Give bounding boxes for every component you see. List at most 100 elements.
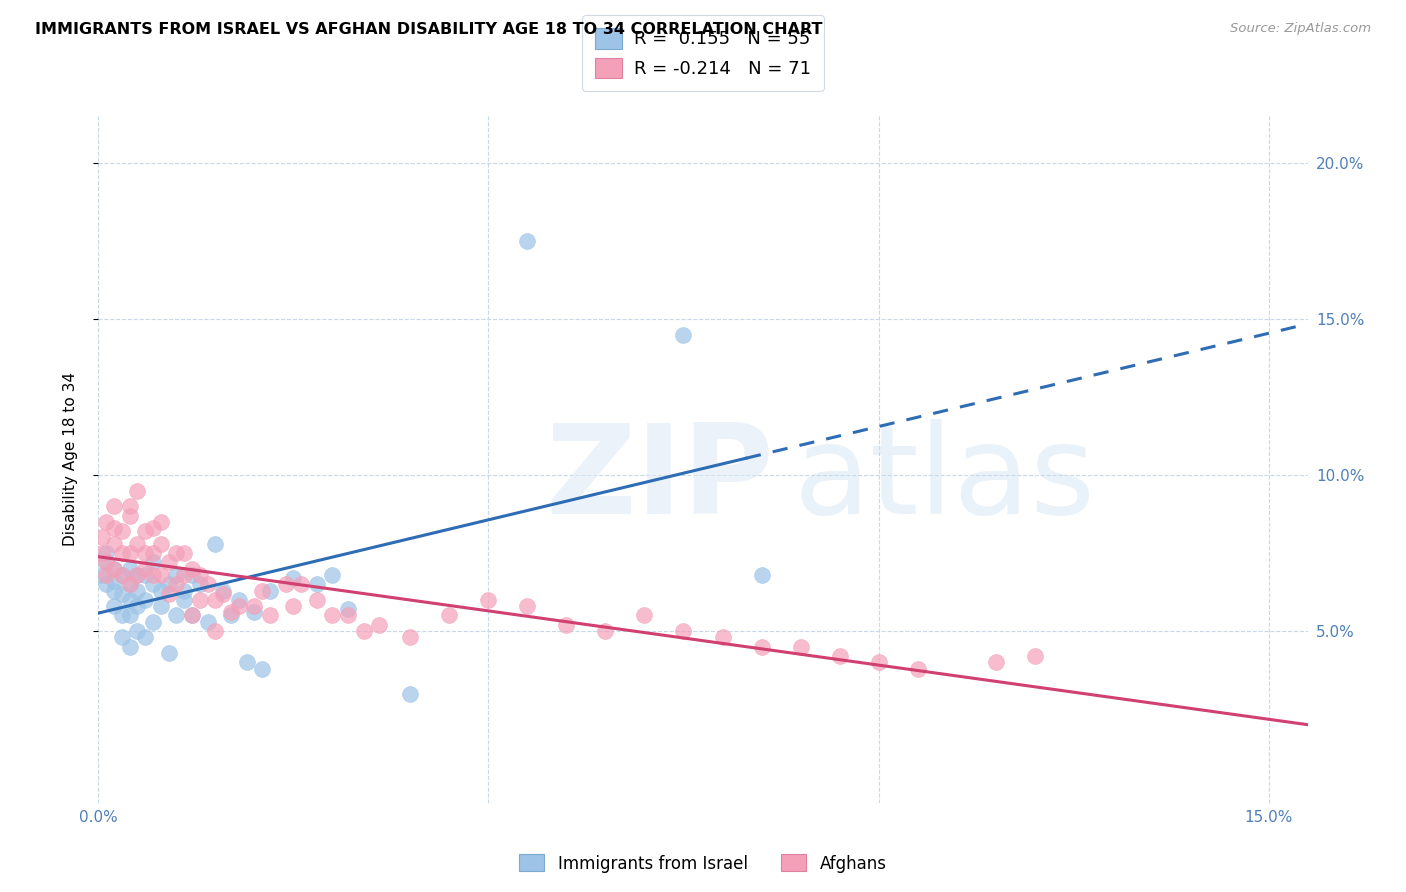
Point [165, 568, 187, 582]
Point [181, 568, 204, 582]
Point [305, 592, 328, 607]
Point [290, 577, 312, 591]
Point [181, 562, 204, 576]
Point [134, 630, 156, 644]
Point [212, 583, 235, 598]
Point [134, 568, 156, 582]
Point [868, 655, 890, 669]
Point [142, 577, 165, 591]
Point [142, 555, 165, 570]
Point [118, 546, 141, 560]
Point [595, 624, 617, 639]
Point [103, 562, 125, 576]
Point [157, 646, 180, 660]
Point [204, 624, 226, 639]
Point [118, 577, 141, 591]
Point [204, 536, 226, 550]
Y-axis label: Disability Age 18 to 34: Disability Age 18 to 34 [63, 372, 77, 547]
Point [91, 530, 114, 544]
Point [127, 568, 149, 582]
Point [516, 599, 538, 614]
Point [111, 608, 134, 623]
Point [134, 546, 156, 560]
Point [91, 546, 114, 560]
Point [103, 583, 125, 598]
Point [243, 605, 266, 619]
Point [134, 524, 156, 538]
Point [127, 583, 149, 598]
Point [103, 500, 125, 514]
Point [149, 568, 172, 582]
Point [633, 608, 655, 623]
Text: Source: ZipAtlas.com: Source: ZipAtlas.com [1230, 22, 1371, 36]
Point [165, 546, 187, 560]
Point [111, 568, 134, 582]
Point [103, 574, 125, 589]
Point [127, 568, 149, 582]
Point [96, 568, 118, 582]
Text: ZIP: ZIP [546, 419, 775, 541]
Point [96, 555, 118, 570]
Point [118, 500, 141, 514]
Point [188, 568, 211, 582]
Point [103, 521, 125, 535]
Point [235, 655, 257, 669]
Point [321, 568, 343, 582]
Point [149, 536, 172, 550]
Point [142, 568, 165, 582]
Point [259, 608, 281, 623]
Point [711, 630, 734, 644]
Point [274, 577, 297, 591]
Point [111, 630, 134, 644]
Point [157, 587, 180, 601]
Point [252, 662, 274, 676]
Point [118, 640, 141, 654]
Point [672, 327, 695, 342]
Point [789, 640, 811, 654]
Point [555, 617, 578, 632]
Point [103, 562, 125, 576]
Point [96, 515, 118, 529]
Point [149, 583, 172, 598]
Point [219, 605, 242, 619]
Point [188, 577, 211, 591]
Point [134, 562, 156, 576]
Point [118, 562, 141, 576]
Point [197, 615, 219, 629]
Point [477, 592, 499, 607]
Point [751, 640, 773, 654]
Point [111, 587, 134, 601]
Point [134, 592, 156, 607]
Point [337, 608, 360, 623]
Point [751, 568, 773, 582]
Point [368, 617, 391, 632]
Point [197, 577, 219, 591]
Point [103, 536, 125, 550]
Point [149, 599, 172, 614]
Point [399, 630, 422, 644]
Point [142, 546, 165, 560]
Point [96, 577, 118, 591]
Point [283, 571, 305, 585]
Point [127, 599, 149, 614]
Point [165, 577, 187, 591]
Point [127, 536, 149, 550]
Point [111, 524, 134, 538]
Point [181, 608, 204, 623]
Point [96, 546, 118, 560]
Point [259, 583, 281, 598]
Text: atlas: atlas [793, 419, 1095, 541]
Point [399, 687, 422, 701]
Point [173, 546, 195, 560]
Point [305, 577, 328, 591]
Point [165, 608, 187, 623]
Point [118, 577, 141, 591]
Point [118, 608, 141, 623]
Point [252, 583, 274, 598]
Point [353, 624, 375, 639]
Point [127, 624, 149, 639]
Point [157, 555, 180, 570]
Point [142, 521, 165, 535]
Point [828, 649, 851, 664]
Text: IMMIGRANTS FROM ISRAEL VS AFGHAN DISABILITY AGE 18 TO 34 CORRELATION CHART: IMMIGRANTS FROM ISRAEL VS AFGHAN DISABIL… [35, 22, 823, 37]
